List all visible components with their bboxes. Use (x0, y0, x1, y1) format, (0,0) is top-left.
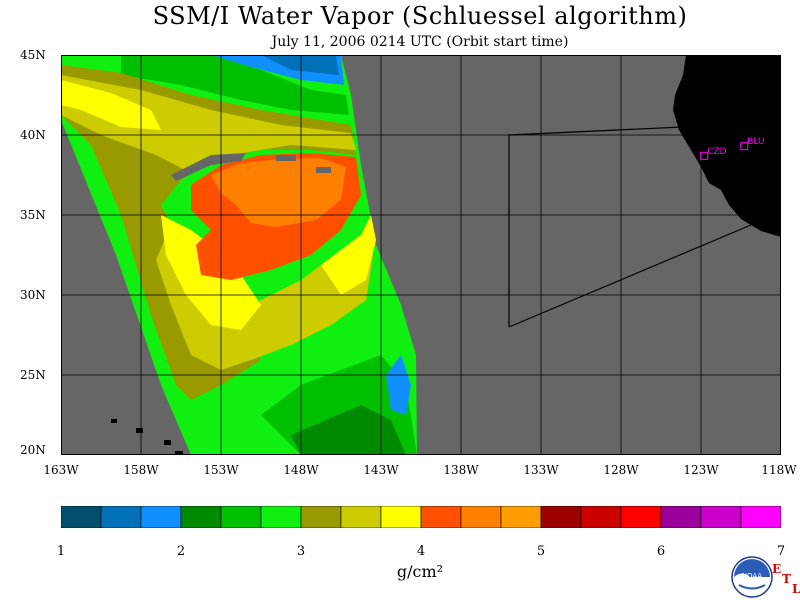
lon-label-163w: 163W (43, 463, 79, 477)
colorbar-segment (140, 506, 182, 528)
colorbar-segment (100, 506, 142, 528)
colorbar-tick-label: 2 (176, 544, 186, 559)
lat-label-20n: 20N (20, 443, 46, 457)
swath-dark-green-2 (291, 405, 406, 455)
colorbar-tick-label: 7 (776, 544, 786, 559)
colorbar-segment (500, 506, 542, 528)
lon-label-118w: 118W (761, 463, 797, 477)
noaa-logo: NOAA (731, 556, 773, 598)
map-subtitle: July 11, 2006 0214 UTC (Orbit start time… (271, 34, 569, 50)
colorbar-segment (540, 506, 582, 528)
track-outline-2 (508, 224, 752, 328)
map-title: SSM/I Water Vapor (Schluessel algorithm) (152, 2, 688, 30)
swath-yellow-olive (61, 75, 356, 173)
lat-label-30n: 30N (20, 288, 46, 302)
hawaii-island (111, 419, 117, 423)
hawaii-island-3 (164, 440, 171, 445)
colorbar-segment (740, 506, 781, 528)
hawaii-island-2 (136, 428, 143, 433)
etl-letter-l: L (792, 582, 800, 596)
colorbar-tick-label: 3 (296, 544, 306, 559)
water-vapor-map: CZD BLU (61, 55, 781, 455)
grid (61, 55, 781, 455)
swath-olive (61, 65, 356, 400)
colorbar-segment (620, 506, 662, 528)
colorbar-segment (700, 506, 742, 528)
colorbar (61, 506, 781, 528)
lon-label-143w: 143W (363, 463, 399, 477)
colorbar-segment (420, 506, 462, 528)
lat-label-25n: 25N (20, 368, 46, 382)
station-label: BLU (747, 137, 764, 147)
colorbar-segment (260, 506, 302, 528)
swath-gap-3 (316, 167, 331, 173)
lat-label-40n: 40N (20, 128, 46, 142)
north-america-land (673, 55, 781, 237)
colorbar-tick-label: 4 (416, 544, 426, 559)
colorbar-tick-label: 6 (656, 544, 666, 559)
lon-label-158w: 158W (123, 463, 159, 477)
swath-gap-2 (276, 155, 296, 161)
lon-label-148w: 148W (283, 463, 319, 477)
lat-label-35n: 35N (20, 208, 46, 222)
station-marker (700, 151, 709, 160)
colorbar-segment (380, 506, 422, 528)
colorbar-tick-label: 5 (536, 544, 546, 559)
lon-label-138w: 138W (443, 463, 479, 477)
lon-label-123w: 123W (683, 463, 719, 477)
swath-gap (171, 153, 246, 181)
lon-label-133w: 133W (523, 463, 559, 477)
swath-top-green (121, 55, 349, 115)
station-label: CZD (707, 147, 726, 157)
colorbar-segment (300, 506, 342, 528)
colorbar-segment (340, 506, 382, 528)
etl-letter-t: T (782, 572, 791, 586)
colorbar-tick-label: 1 (56, 544, 66, 559)
swath-yellow (61, 80, 161, 130)
lon-label-153w: 153W (203, 463, 239, 477)
hawaii-island-4 (175, 451, 183, 455)
station-marker (740, 142, 749, 151)
colorbar-segment (61, 506, 102, 528)
swath-top-darkblue (261, 55, 339, 75)
colorbar-segment (660, 506, 702, 528)
colorbar-units: g/cm² (396, 562, 444, 581)
swath-blue-patch (386, 355, 411, 415)
colorbar-segment (220, 506, 262, 528)
logo-text: NOAA (742, 572, 763, 580)
colorbar-segment (180, 506, 222, 528)
colorbar-segment (580, 506, 622, 528)
stations-layer: CZD BLU (700, 137, 765, 160)
etl-letter-e: E (772, 562, 782, 576)
colorbar-segment (460, 506, 502, 528)
lat-label-45n: 45N (20, 48, 46, 62)
swath-yellow-right (321, 215, 376, 295)
swath-orange-light (211, 158, 346, 227)
map-border (61, 55, 781, 455)
lon-label-128w: 128W (603, 463, 639, 477)
